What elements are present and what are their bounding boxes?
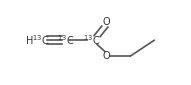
Text: O: O	[102, 51, 110, 61]
Text: $^{13}$C: $^{13}$C	[57, 33, 74, 47]
Text: O: O	[102, 17, 110, 27]
Text: $^{13}$C: $^{13}$C	[83, 33, 101, 47]
Text: H$^{13}$C: H$^{13}$C	[25, 33, 49, 47]
